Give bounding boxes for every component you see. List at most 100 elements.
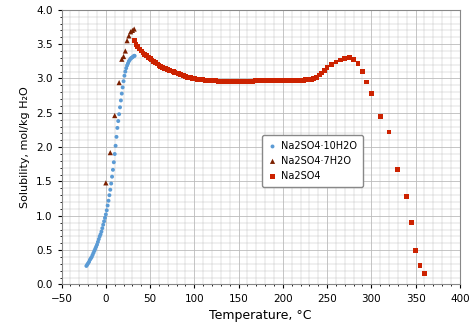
Na2SO4 xyxy=(141,52,148,57)
Na2SO4·7H2O xyxy=(118,57,126,62)
Na2SO4 xyxy=(385,129,393,135)
Na2SO4·10H2O xyxy=(91,246,99,251)
Na2SO4 xyxy=(155,63,163,68)
Na2SO4 xyxy=(246,78,254,84)
Na2SO4·10H2O xyxy=(112,143,119,148)
Na2SO4·7H2O xyxy=(115,80,123,85)
Na2SO4·10H2O xyxy=(130,53,138,59)
Na2SO4 xyxy=(166,68,173,73)
Na2SO4 xyxy=(315,73,323,78)
Na2SO4 xyxy=(262,78,270,83)
Na2SO4·7H2O xyxy=(130,26,138,32)
Na2SO4 xyxy=(225,78,233,84)
Na2SO4·7H2O xyxy=(125,33,133,39)
Na2SO4 xyxy=(320,68,328,73)
Na2SO4·10H2O xyxy=(113,134,120,139)
Na2SO4·10H2O xyxy=(89,252,96,258)
Na2SO4 xyxy=(150,59,157,64)
Na2SO4·7H2O xyxy=(111,113,118,118)
Na2SO4 xyxy=(173,70,181,76)
Na2SO4 xyxy=(148,57,155,62)
Na2SO4 xyxy=(193,77,201,82)
Na2SO4 xyxy=(187,75,195,80)
Na2SO4·10H2O xyxy=(125,59,133,64)
Na2SO4·10H2O xyxy=(107,187,114,192)
Na2SO4·10H2O xyxy=(120,78,128,84)
Na2SO4·10H2O xyxy=(99,226,106,231)
Na2SO4 xyxy=(265,78,273,83)
Na2SO4·10H2O xyxy=(102,212,109,217)
Na2SO4 xyxy=(207,78,214,83)
Na2SO4·10H2O xyxy=(84,261,92,266)
Na2SO4 xyxy=(212,78,219,83)
Na2SO4 xyxy=(132,42,140,47)
Na2SO4·10H2O xyxy=(104,203,111,208)
Na2SO4 xyxy=(176,72,184,77)
Na2SO4·10H2O xyxy=(98,229,105,234)
Na2SO4·10H2O xyxy=(118,91,126,96)
Na2SO4 xyxy=(294,78,301,83)
Na2SO4 xyxy=(307,77,315,82)
Na2SO4 xyxy=(233,78,241,84)
Na2SO4 xyxy=(286,78,294,83)
Na2SO4 xyxy=(252,78,259,83)
Na2SO4·10H2O xyxy=(128,55,136,60)
Na2SO4 xyxy=(191,76,198,81)
Na2SO4 xyxy=(337,57,344,62)
Na2SO4·10H2O xyxy=(95,236,102,242)
Na2SO4 xyxy=(161,65,168,71)
Na2SO4 xyxy=(318,70,326,76)
Na2SO4 xyxy=(139,50,147,56)
Na2SO4 xyxy=(275,78,283,83)
Legend: Na2SO4·10H2O, Na2SO4·7H2O, Na2SO4: Na2SO4·10H2O, Na2SO4·7H2O, Na2SO4 xyxy=(262,135,363,187)
Na2SO4·10H2O xyxy=(82,263,90,268)
Na2SO4·10H2O xyxy=(119,85,127,90)
Na2SO4·10H2O xyxy=(121,69,129,74)
Na2SO4·10H2O xyxy=(101,215,109,220)
Na2SO4·10H2O xyxy=(108,174,116,179)
Na2SO4 xyxy=(137,48,145,54)
Na2SO4·10H2O xyxy=(122,65,130,71)
Na2SO4·10H2O xyxy=(123,63,131,68)
Na2SO4·10H2O xyxy=(100,219,108,224)
Na2SO4·10H2O xyxy=(103,208,110,213)
Na2SO4·10H2O xyxy=(85,259,93,265)
Na2SO4 xyxy=(152,60,159,65)
Na2SO4 xyxy=(346,55,353,60)
Na2SO4 xyxy=(244,78,251,84)
Na2SO4·7H2O xyxy=(128,28,136,33)
Na2SO4 xyxy=(367,91,375,96)
Na2SO4 xyxy=(332,60,340,65)
Na2SO4 xyxy=(300,78,307,83)
Na2SO4·10H2O xyxy=(94,239,102,245)
Na2SO4 xyxy=(228,78,235,84)
Na2SO4 xyxy=(214,78,222,84)
Na2SO4 xyxy=(199,77,206,82)
Na2SO4·10H2O xyxy=(96,234,103,239)
Na2SO4 xyxy=(182,74,189,79)
Na2SO4·7H2O xyxy=(123,38,131,43)
Na2SO4·10H2O xyxy=(114,125,121,130)
Na2SO4 xyxy=(185,75,193,80)
Na2SO4 xyxy=(241,78,248,84)
Na2SO4·10H2O xyxy=(105,198,112,203)
Na2SO4 xyxy=(403,194,410,199)
Na2SO4 xyxy=(146,56,154,61)
Na2SO4 xyxy=(359,69,366,74)
Na2SO4 xyxy=(283,78,291,83)
Na2SO4·7H2O xyxy=(102,180,109,185)
Na2SO4 xyxy=(136,46,143,52)
Na2SO4·10H2O xyxy=(106,193,113,198)
Na2SO4·10H2O xyxy=(111,151,118,157)
Na2SO4 xyxy=(341,56,348,61)
Na2SO4·10H2O xyxy=(83,262,91,267)
Na2SO4·10H2O xyxy=(114,118,122,124)
Na2SO4 xyxy=(273,78,281,83)
Na2SO4·10H2O xyxy=(92,244,100,249)
Na2SO4 xyxy=(416,263,424,268)
Na2SO4 xyxy=(267,78,275,83)
Na2SO4 xyxy=(174,71,182,76)
Na2SO4·10H2O xyxy=(93,242,101,247)
Na2SO4·10H2O xyxy=(128,55,135,60)
Na2SO4 xyxy=(169,69,177,74)
